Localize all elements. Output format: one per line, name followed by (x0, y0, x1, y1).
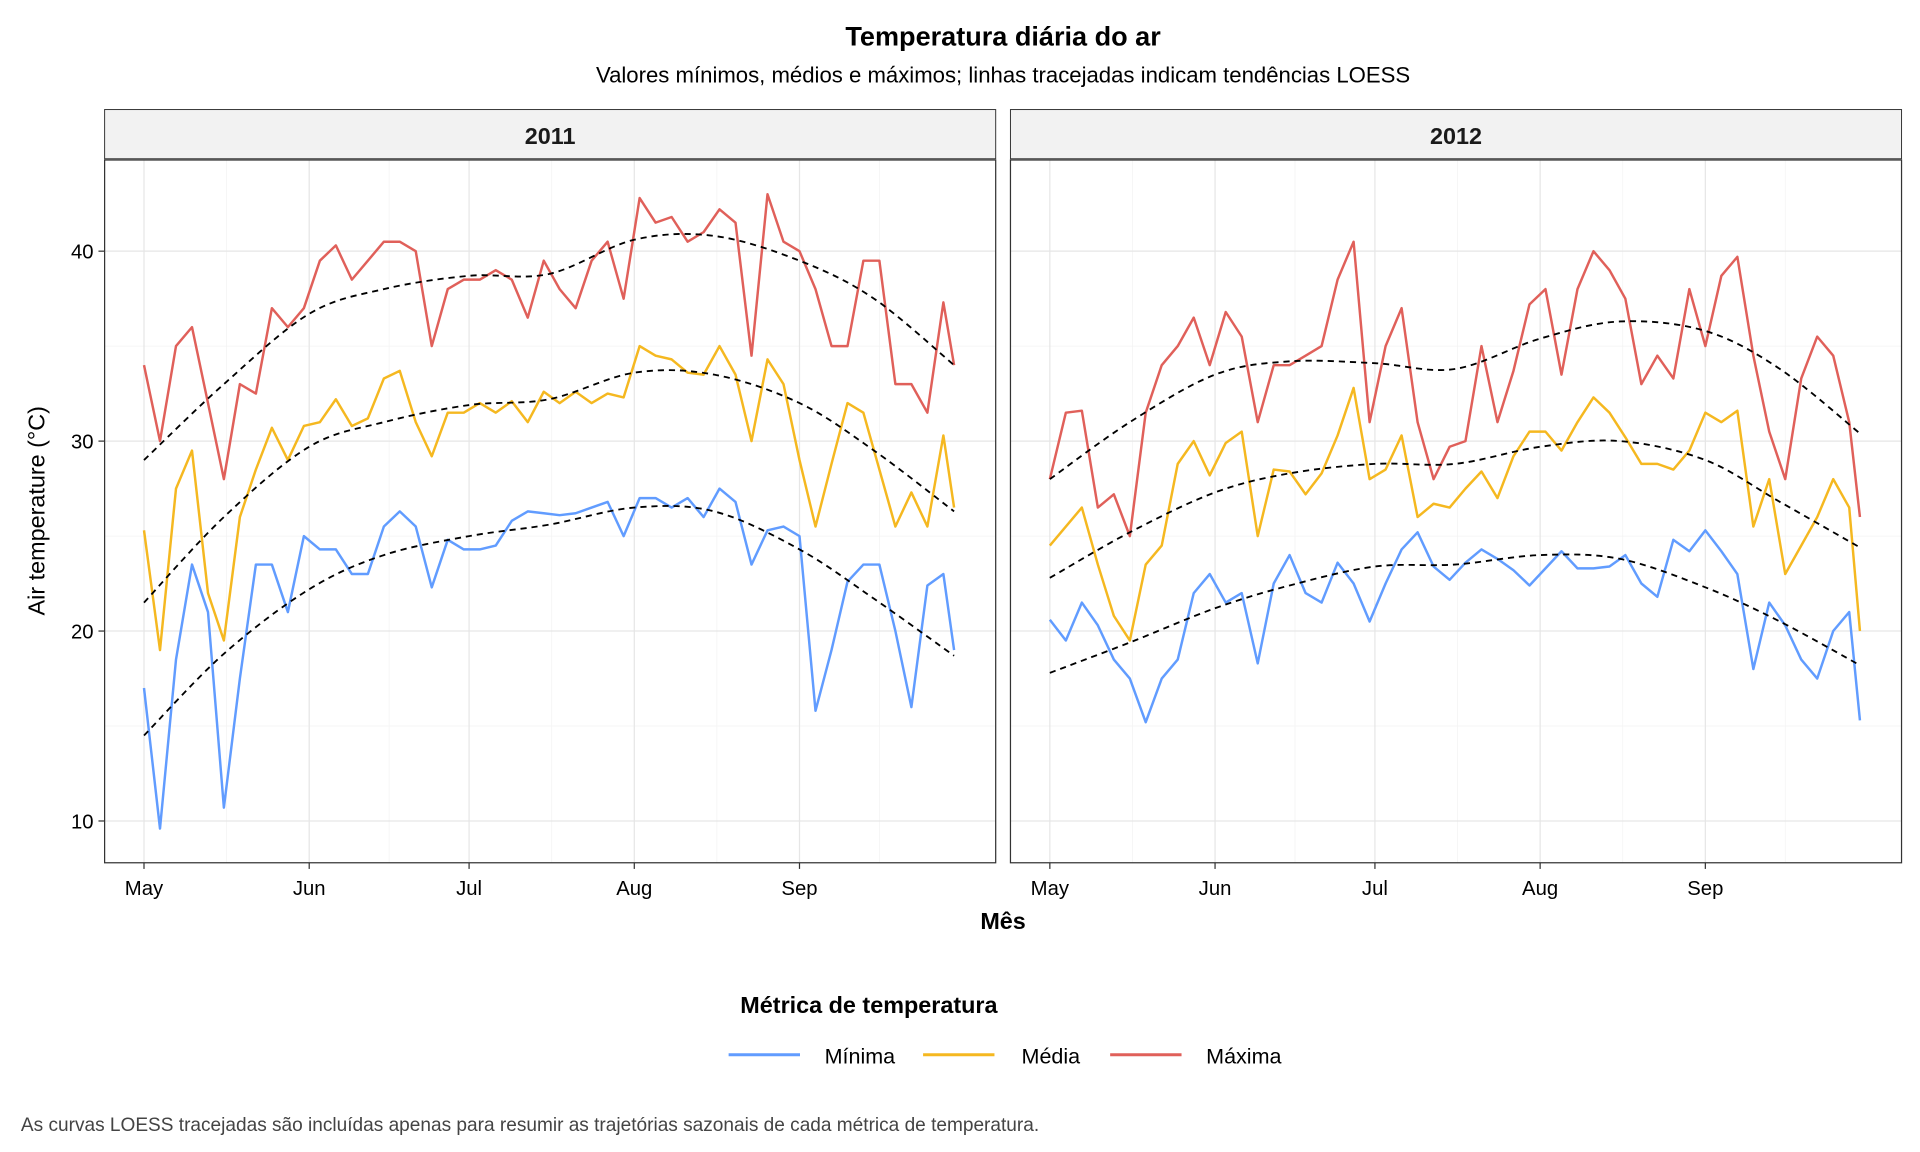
series-line-mínima-2011 (142, 487, 956, 830)
chart-title: Temperatura diária do ar (845, 21, 1161, 52)
legend: Métrica de temperatura Mínima Média Máxima (728, 992, 1282, 1068)
facet-strip (104, 109, 997, 160)
series-line-máxima-2012 (1048, 240, 1862, 538)
y-tick-label: 40 (71, 242, 94, 264)
legend-label: Média (1022, 1044, 1081, 1068)
legend-label: Máxima (1206, 1044, 1281, 1068)
loess-line-mínima-2012 (1049, 553, 1861, 674)
series-line-média-2012 (1048, 386, 1862, 642)
y-tick-label: 10 (71, 811, 94, 833)
panel-background (104, 160, 996, 863)
legend-title: Métrica de temperatura (740, 992, 998, 1018)
facet-panel-2011: 2011 May Jun Jul Aug Sep 10 20 30 40 (71, 109, 997, 900)
y-axis-title: Air temperature (°C) (23, 406, 49, 615)
x-tick-label: Jun (293, 878, 326, 900)
x-tick-label: Sep (1687, 878, 1723, 900)
legend-item-mínima: Mínima (728, 1044, 896, 1068)
x-axis-title: Mês (980, 908, 1025, 934)
x-tick-label: Jun (1199, 878, 1232, 900)
x-tick-label: Jul (456, 878, 482, 900)
loess-line-máxima-2012 (1049, 320, 1861, 480)
x-tick-label: Aug (1522, 878, 1558, 900)
series-line-média-2011 (142, 344, 956, 652)
loess-line-máxima-2011 (143, 233, 955, 461)
loess-line-média-2012 (1049, 439, 1861, 579)
series-line-mínima-2012 (1048, 529, 1862, 724)
facet-panel-2012: 2012 May Jun Jul Aug Sep (1009, 109, 1903, 900)
facet-strip-label: 2012 (1430, 123, 1482, 149)
x-tick-label: May (1031, 878, 1070, 900)
x-tick-label: Jul (1362, 878, 1388, 900)
facet-strip-label: 2011 (525, 123, 576, 149)
legend-label: Mínima (825, 1044, 896, 1068)
x-tick-label: Sep (781, 878, 817, 900)
loess-line-média-2011 (143, 369, 955, 604)
panel-border (104, 159, 997, 864)
chart-subtitle: Valores mínimos, médios e máximos; linha… (596, 62, 1410, 87)
caption: As curvas LOESS tracejadas são incluídas… (21, 1115, 1039, 1136)
panel-border (1009, 159, 1903, 864)
x-tick-label: Aug (616, 878, 652, 900)
x-tick-label: May (125, 878, 164, 900)
series-line-máxima-2011 (142, 192, 956, 481)
panel-background (1010, 160, 1902, 863)
y-tick-label: 30 (71, 431, 94, 453)
legend-item-máxima: Máxima (1110, 1044, 1282, 1068)
y-tick-label: 20 (71, 621, 94, 643)
legend-item-média: Média (923, 1044, 1080, 1068)
facet-panels: 2011 May Jun Jul Aug Sep 10 20 30 40 2012 May Jun Jul… (71, 109, 1903, 900)
facet-strip (1009, 109, 1903, 160)
